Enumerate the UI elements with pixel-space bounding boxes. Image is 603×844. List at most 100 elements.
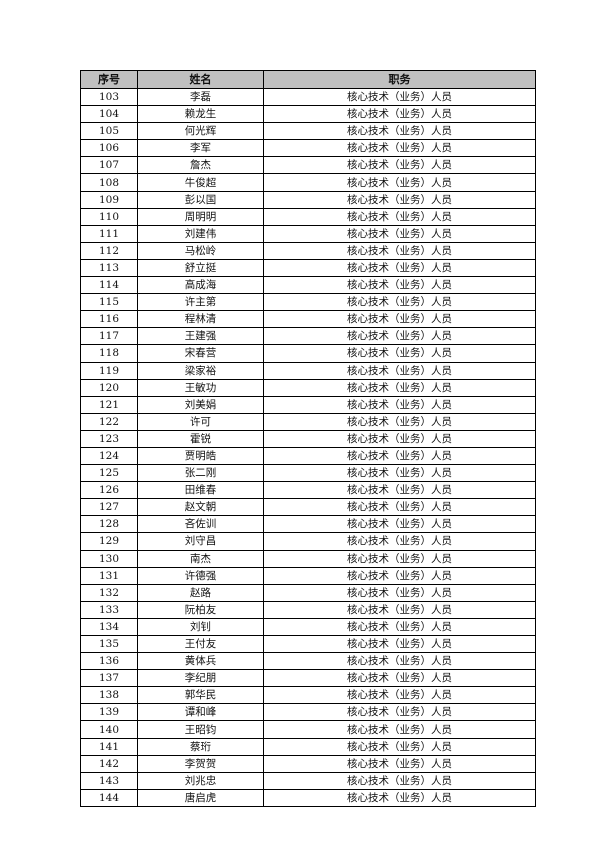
cell-name: 唐启虎: [137, 788, 264, 807]
table-row: 129 刘守昌 核心技术（业务）人员: [80, 532, 536, 551]
table-row: 124 贾明皓 核心技术（业务）人员: [80, 446, 536, 466]
cell-name: 黄体兵: [137, 652, 264, 671]
cell-name: 程林清: [137, 310, 264, 329]
cell-name: 许可: [137, 412, 264, 431]
cell-position: 核心技术（业务）人员: [263, 720, 536, 739]
cell-position: 核心技术（业务）人员: [263, 139, 536, 158]
table-row: 115 许主第 核心技术（业务）人员: [80, 293, 536, 312]
cell-index: 135: [80, 634, 138, 654]
cell-position: 核心技术（业务）人员: [263, 395, 536, 414]
cell-index: 126: [80, 481, 138, 500]
table-row: 143 刘兆忠 核心技术（业务）人员: [80, 771, 536, 790]
cell-position: 核心技术（业务）人员: [263, 549, 536, 568]
cell-position: 核心技术（业务）人员: [263, 737, 536, 756]
cell-name: 霍锐: [137, 429, 264, 448]
cell-name: 李贺贺: [137, 754, 264, 773]
cell-index: 138: [80, 686, 138, 705]
cell-name: 高成海: [137, 276, 264, 295]
table-row: 113 舒立挺 核心技术（业务）人员: [80, 258, 536, 278]
cell-index: 105: [80, 122, 138, 141]
table-row: 107 詹杰 核心技术（业务）人员: [80, 156, 536, 175]
table-row: 103 李磊 核心技术（业务）人员: [80, 87, 536, 107]
cell-index: 119: [80, 361, 138, 380]
table-row: 118 宋春营 核心技术（业务）人员: [80, 344, 536, 363]
cell-name: 李军: [137, 139, 264, 158]
table-row: 106 李军 核心技术（业务）人员: [80, 139, 536, 158]
table-row: 105 何光辉 核心技术（业务）人员: [80, 122, 536, 141]
cell-name: 梁家裕: [137, 361, 264, 380]
cell-index: 128: [80, 515, 138, 534]
cell-position: 核心技术（业务）人员: [263, 600, 536, 619]
cell-position: 核心技术（业务）人员: [263, 241, 536, 260]
table-row: 134 刘钊 核心技术（业务）人员: [80, 617, 536, 637]
cell-name: 阮柏友: [137, 600, 264, 619]
cell-name: 李磊: [137, 87, 264, 107]
cell-position: 核心技术（业务）人员: [263, 617, 536, 637]
cell-position: 核心技术（业务）人员: [263, 276, 536, 295]
cell-index: 121: [80, 395, 138, 414]
cell-name: 詹杰: [137, 156, 264, 175]
cell-name: 贾明皓: [137, 446, 264, 466]
cell-index: 129: [80, 532, 138, 551]
cell-name: 许主第: [137, 293, 264, 312]
cell-name: 郭华民: [137, 686, 264, 705]
cell-position: 核心技术（业务）人员: [263, 583, 536, 602]
cell-index: 104: [80, 105, 138, 124]
cell-position: 核心技术（业务）人员: [263, 686, 536, 705]
cell-position: 核心技术（业务）人员: [263, 412, 536, 431]
table-row: 142 李贺贺 核心技术（业务）人员: [80, 754, 536, 773]
cell-index: 134: [80, 617, 138, 637]
cell-index: 143: [80, 771, 138, 790]
cell-name: 谭和峰: [137, 703, 264, 722]
cell-position: 核心技术（业务）人员: [263, 207, 536, 226]
cell-index: 103: [80, 87, 138, 107]
cell-index: 120: [80, 378, 138, 397]
table-row: 133 阮柏友 核心技术（业务）人员: [80, 600, 536, 619]
table-row: 132 赵路 核心技术（业务）人员: [80, 583, 536, 602]
table-row: 112 马松岭 核心技术（业务）人员: [80, 241, 536, 260]
cell-position: 核心技术（业务）人员: [263, 464, 536, 483]
cell-index: 116: [80, 310, 138, 329]
cell-index: 132: [80, 583, 138, 602]
cell-name: 刘守昌: [137, 532, 264, 551]
cell-index: 131: [80, 566, 138, 585]
cell-position: 核心技术（业务）人员: [263, 788, 536, 807]
cell-name: 南杰: [137, 549, 264, 568]
cell-position: 核心技术（业务）人员: [263, 378, 536, 397]
cell-name: 吝佐训: [137, 515, 264, 534]
cell-index: 137: [80, 669, 138, 688]
table-row: 130 南杰 核心技术（业务）人员: [80, 549, 536, 568]
cell-name: 刘兆忠: [137, 771, 264, 790]
cell-index: 133: [80, 600, 138, 619]
cell-position: 核心技术（业务）人员: [263, 293, 536, 312]
table-row: 119 梁家裕 核心技术（业务）人员: [80, 361, 536, 380]
cell-name: 李纪朋: [137, 669, 264, 688]
cell-position: 核心技术（业务）人员: [263, 105, 536, 124]
cell-name: 许德强: [137, 566, 264, 585]
cell-index: 122: [80, 412, 138, 431]
cell-name: 田维春: [137, 481, 264, 500]
cell-index: 130: [80, 549, 138, 568]
cell-index: 144: [80, 788, 138, 807]
cell-index: 113: [80, 258, 138, 278]
cell-index: 111: [80, 224, 138, 243]
table-row: 127 赵文朝 核心技术（业务）人员: [80, 498, 536, 517]
table-row: 122 许可 核心技术（业务）人员: [80, 412, 536, 431]
cell-position: 核心技术（业务）人员: [263, 327, 536, 346]
cell-index: 136: [80, 652, 138, 671]
cell-position: 核心技术（业务）人员: [263, 429, 536, 448]
cell-position: 核心技术（业务）人员: [263, 481, 536, 500]
table-row: 110 周明明 核心技术（业务）人员: [80, 207, 536, 226]
cell-position: 核心技术（业务）人员: [263, 771, 536, 790]
cell-name: 马松岭: [137, 241, 264, 260]
header-position: 职务: [263, 70, 536, 89]
cell-position: 核心技术（业务）人员: [263, 258, 536, 278]
table-row: 135 王付友 核心技术（业务）人员: [80, 634, 536, 654]
cell-name: 蔡珩: [137, 737, 264, 756]
cell-index: 139: [80, 703, 138, 722]
cell-index: 141: [80, 737, 138, 756]
cell-position: 核心技术（业务）人员: [263, 634, 536, 654]
cell-position: 核心技术（业务）人员: [263, 498, 536, 517]
cell-position: 核心技术（业务）人员: [263, 566, 536, 585]
table-row: 136 黄体兵 核心技术（业务）人员: [80, 652, 536, 671]
